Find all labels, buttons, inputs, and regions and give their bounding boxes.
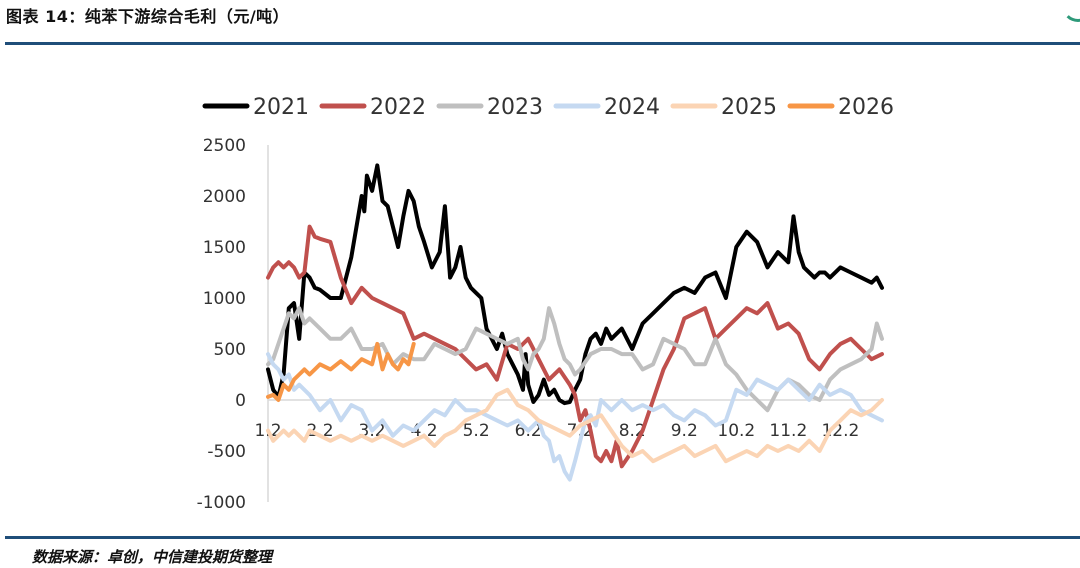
source-note: 数据来源：卓创，中信建投期货整理	[32, 548, 273, 566]
y-tick-label: 2500	[203, 136, 246, 156]
y-tick-label: -1000	[197, 493, 246, 513]
legend-label-2024: 2024	[604, 95, 660, 120]
line-chart: 2021 2022 2023 2024 2025 2026 -1000 -500 0 500 10…	[197, 95, 894, 513]
series-line-2023	[266, 306, 884, 413]
legend-label-2023: 2023	[487, 95, 543, 120]
legend-label-2022: 2022	[370, 95, 426, 120]
series-line-2024	[266, 352, 884, 482]
series-line-2021	[266, 163, 884, 406]
page-title: 图表 14：纯苯下游综合毛利（元/吨）	[6, 7, 290, 26]
y-axis: -1000 -500 0 500 1000 1500 2000 2500	[197, 136, 269, 513]
series-line-2026	[266, 341, 416, 402]
series-line-2025	[266, 387, 884, 464]
y-tick-label: 1500	[203, 238, 246, 258]
y-tick-label: -500	[207, 442, 246, 462]
x-tick-label: 12.2	[821, 421, 859, 441]
series-lines	[266, 163, 884, 482]
footer-divider	[5, 536, 1080, 539]
x-tick-label: 5.2	[463, 421, 490, 441]
y-tick-label: 1000	[203, 289, 246, 309]
legend-label-2021: 2021	[253, 95, 309, 120]
x-tick-label: 9.2	[671, 421, 698, 441]
corner-logo-mark	[1062, 0, 1080, 22]
y-tick-label: 0	[235, 391, 246, 411]
x-tick-label: 7.2	[567, 421, 594, 441]
x-tick-label: 11.2	[769, 421, 807, 441]
legend: 2021 2022 2023 2024 2025 2026	[202, 95, 894, 120]
legend-label-2025: 2025	[721, 95, 777, 120]
x-tick-label: 10.2	[717, 421, 755, 441]
title-divider	[5, 42, 1080, 45]
series-line-2022	[266, 224, 884, 469]
x-tick-label: 2.2	[307, 421, 334, 441]
legend-label-2026: 2026	[838, 95, 894, 120]
y-tick-label: 500	[214, 340, 246, 360]
y-tick-label: 2000	[203, 187, 246, 207]
